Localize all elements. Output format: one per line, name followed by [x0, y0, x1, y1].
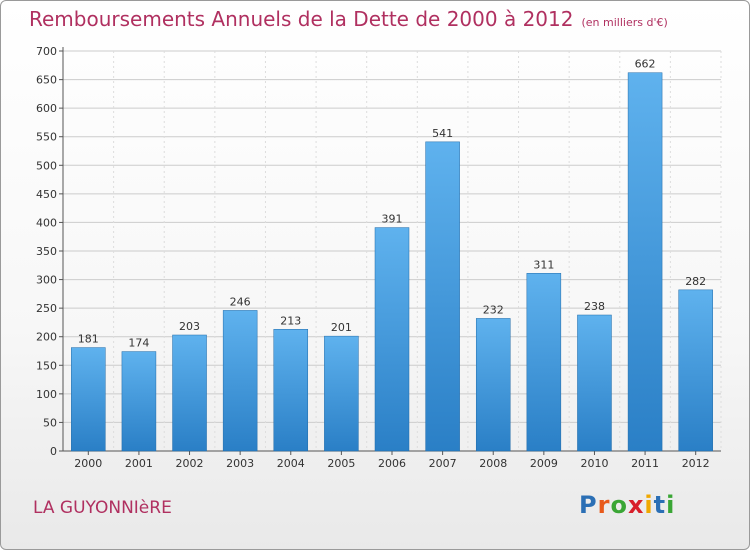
x-tick-label-2004: 2004 [277, 457, 305, 470]
location-name: LA GUYONNIèRE [33, 498, 172, 518]
data-label-2003: 246 [230, 295, 251, 308]
bar-2003 [222, 310, 258, 452]
data-label-2004: 213 [280, 314, 301, 327]
data-label-2006: 391 [382, 213, 403, 226]
y-tick-label: 250 [36, 302, 57, 315]
data-label-2009: 311 [533, 258, 554, 271]
y-tick-label: 350 [36, 245, 57, 258]
bars [71, 72, 713, 452]
data-label-2008: 232 [483, 303, 504, 316]
bar-chart: 0 50 100 150 200 250 300 350 400 450 500 550 600 650 7… [36, 45, 722, 470]
bar-2002 [172, 334, 207, 452]
y-tick-label: 600 [36, 102, 57, 115]
data-label-2010: 238 [584, 300, 605, 313]
x-tick-label-2000: 2000 [74, 457, 102, 470]
data-label-2012: 282 [685, 275, 706, 288]
logo-letter: x [627, 491, 645, 519]
data-label-2000: 181 [78, 333, 99, 346]
y-tick-label: 700 [36, 45, 57, 58]
bar-2004 [273, 329, 309, 452]
logo-letter: t [653, 491, 667, 519]
y-tick-label: 450 [36, 188, 57, 201]
logo-letter: i [644, 491, 654, 519]
y-tick-label: 650 [36, 74, 57, 87]
y-tick-label: 0 [50, 445, 57, 458]
logo-letter: r [597, 491, 611, 519]
bar-2000 [71, 347, 106, 452]
labels: 0 50 100 150 200 250 300 350 400 450 500 550 600 650 7… [36, 45, 710, 470]
x-tick-label-2010: 2010 [580, 457, 608, 470]
chart-title-text: Remboursements Annuels de la Dette de 20… [29, 7, 574, 31]
bar-2010 [577, 314, 612, 452]
bar-2009 [526, 273, 562, 452]
x-tick-label-2006: 2006 [378, 457, 406, 470]
bar-2006 [374, 227, 410, 452]
x-tick-label-2012: 2012 [682, 457, 710, 470]
bar-2007 [425, 141, 460, 452]
data-label-2007: 541 [432, 127, 453, 140]
x-tick-label-2002: 2002 [176, 457, 204, 470]
y-tick-label: 100 [36, 388, 57, 401]
data-label-2011: 662 [635, 58, 656, 71]
logo-letter: P [579, 491, 598, 519]
y-tick-label: 550 [36, 131, 57, 144]
chart-subtitle: (en milliers d'€) [581, 16, 668, 29]
x-tick-label-2011: 2011 [631, 457, 659, 470]
bar-2001 [121, 351, 157, 452]
y-tick-label: 200 [36, 331, 57, 344]
logo-letter: i [666, 491, 676, 519]
y-tick-label: 50 [43, 416, 57, 429]
data-label-2002: 203 [179, 320, 200, 333]
proxiti-logo[interactable]: Proxiti [579, 491, 675, 519]
y-tick-label: 500 [36, 159, 57, 172]
y-tick-label: 150 [36, 359, 57, 372]
y-tick-label: 300 [36, 274, 57, 287]
logo-letter: o [610, 491, 628, 519]
bar-2008 [475, 318, 511, 452]
data-label-2001: 174 [128, 337, 149, 350]
bar-2011 [627, 72, 663, 452]
x-tick-label-2009: 2009 [530, 457, 558, 470]
x-tick-label-2008: 2008 [479, 457, 507, 470]
bar-2005 [324, 335, 359, 452]
x-tick-label-2001: 2001 [125, 457, 153, 470]
y-tick-label: 400 [36, 216, 57, 229]
x-tick-label-2003: 2003 [226, 457, 254, 470]
data-label-2005: 201 [331, 321, 352, 334]
x-tick-label-2005: 2005 [327, 457, 355, 470]
x-tick-label-2007: 2007 [429, 457, 457, 470]
chart-title: Remboursements Annuels de la Dette de 20… [29, 7, 668, 31]
bar-2012 [678, 289, 713, 452]
